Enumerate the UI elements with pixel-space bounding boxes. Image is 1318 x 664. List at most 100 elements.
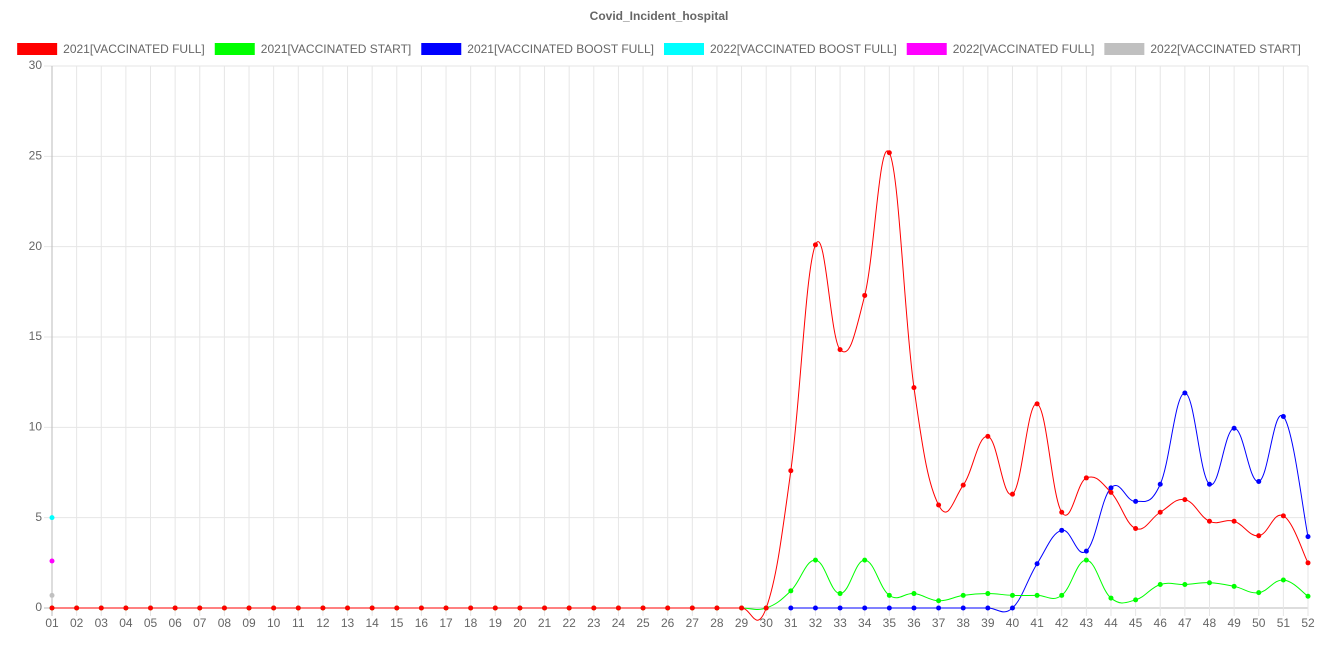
x-tick-label: 37 <box>932 616 946 630</box>
point <box>492 605 498 611</box>
point <box>689 605 695 611</box>
point <box>1009 592 1015 598</box>
x-tick-label: 34 <box>858 616 872 630</box>
point <box>1157 582 1163 588</box>
point <box>98 605 104 611</box>
point <box>295 605 301 611</box>
x-tick-label: 18 <box>464 616 478 630</box>
point <box>1157 509 1163 515</box>
y-tick-label: 10 <box>29 420 43 434</box>
series <box>49 558 55 564</box>
y-tick-label: 30 <box>29 58 43 72</box>
y-tick-label: 20 <box>29 239 43 253</box>
point <box>1280 513 1286 519</box>
point <box>1009 491 1015 497</box>
legend-swatch <box>421 43 462 55</box>
point <box>1182 390 1188 396</box>
x-tick-label: 04 <box>119 616 133 630</box>
legend-label: 2022[VACCINATED FULL] <box>953 42 1095 56</box>
series <box>49 515 55 521</box>
x-tick-label: 51 <box>1277 616 1291 630</box>
x-tick-label: 01 <box>45 616 59 630</box>
x-tick-label: 12 <box>316 616 330 630</box>
point <box>542 605 548 611</box>
point <box>985 605 991 611</box>
point <box>886 150 892 156</box>
x-tick-label: 17 <box>439 616 453 630</box>
point <box>1083 548 1089 554</box>
point <box>1206 481 1212 487</box>
x-tick-label: 32 <box>809 616 823 630</box>
point <box>443 605 449 611</box>
point <box>985 433 991 439</box>
point <box>197 605 203 611</box>
series <box>49 592 55 598</box>
point <box>1034 561 1040 567</box>
point <box>640 605 646 611</box>
point <box>960 482 966 488</box>
point <box>763 605 769 611</box>
point <box>1059 592 1065 598</box>
y-tick-label: 0 <box>35 600 42 614</box>
point <box>862 605 868 611</box>
legend-label: 2022[VACCINATED BOOST FULL] <box>710 42 897 56</box>
point <box>345 605 351 611</box>
point <box>936 605 942 611</box>
x-tick-label: 15 <box>390 616 404 630</box>
point <box>1305 560 1311 566</box>
legend-label: 2021[VACCINATED START] <box>261 42 412 56</box>
x-tick-label: 25 <box>636 616 650 630</box>
point <box>49 558 55 564</box>
x-tick-label: 29 <box>735 616 749 630</box>
x-tick-label: 24 <box>612 616 626 630</box>
x-tick-label: 33 <box>833 616 847 630</box>
point <box>49 515 55 521</box>
point <box>837 591 843 597</box>
legend-swatch <box>664 43 704 55</box>
legend-label: 2021[VACCINATED BOOST FULL] <box>467 42 654 56</box>
line <box>790 392 1309 613</box>
point <box>221 605 227 611</box>
x-tick-label: 44 <box>1104 616 1118 630</box>
x-tick-label: 27 <box>686 616 700 630</box>
line <box>51 150 1309 621</box>
x-tick-label: 16 <box>415 616 429 630</box>
point <box>788 605 794 611</box>
point <box>862 292 868 298</box>
x-tick-label: 22 <box>562 616 576 630</box>
x-tick-label: 36 <box>907 616 921 630</box>
x-tick-label: 49 <box>1227 616 1241 630</box>
point <box>1256 533 1262 539</box>
x-tick-label: 07 <box>193 616 207 630</box>
x-tick-label: 28 <box>710 616 724 630</box>
line <box>51 559 1309 611</box>
x-tick-label: 09 <box>242 616 256 630</box>
point <box>1108 595 1114 601</box>
point <box>49 605 55 611</box>
point <box>1206 518 1212 524</box>
point <box>615 605 621 611</box>
x-tick-label: 43 <box>1080 616 1094 630</box>
point <box>788 468 794 474</box>
x-tick-label: 20 <box>513 616 527 630</box>
point <box>566 605 572 611</box>
point <box>837 605 843 611</box>
point <box>788 588 794 594</box>
point <box>148 605 154 611</box>
point <box>1182 582 1188 588</box>
point <box>1305 593 1311 599</box>
point <box>246 605 252 611</box>
point <box>1108 485 1114 491</box>
x-tick-label: 47 <box>1178 616 1192 630</box>
x-tick-label: 52 <box>1301 616 1315 630</box>
legend-label: 2021[VACCINATED FULL] <box>63 42 205 56</box>
x-tick-label: 30 <box>760 616 774 630</box>
point <box>1083 557 1089 563</box>
y-tick-label: 25 <box>29 149 43 163</box>
point <box>394 605 400 611</box>
point <box>591 605 597 611</box>
point <box>1108 489 1114 495</box>
legend: 2021[VACCINATED FULL] 2021[VACCINATED STA… <box>17 42 1301 56</box>
x-tick-label: 10 <box>267 616 281 630</box>
